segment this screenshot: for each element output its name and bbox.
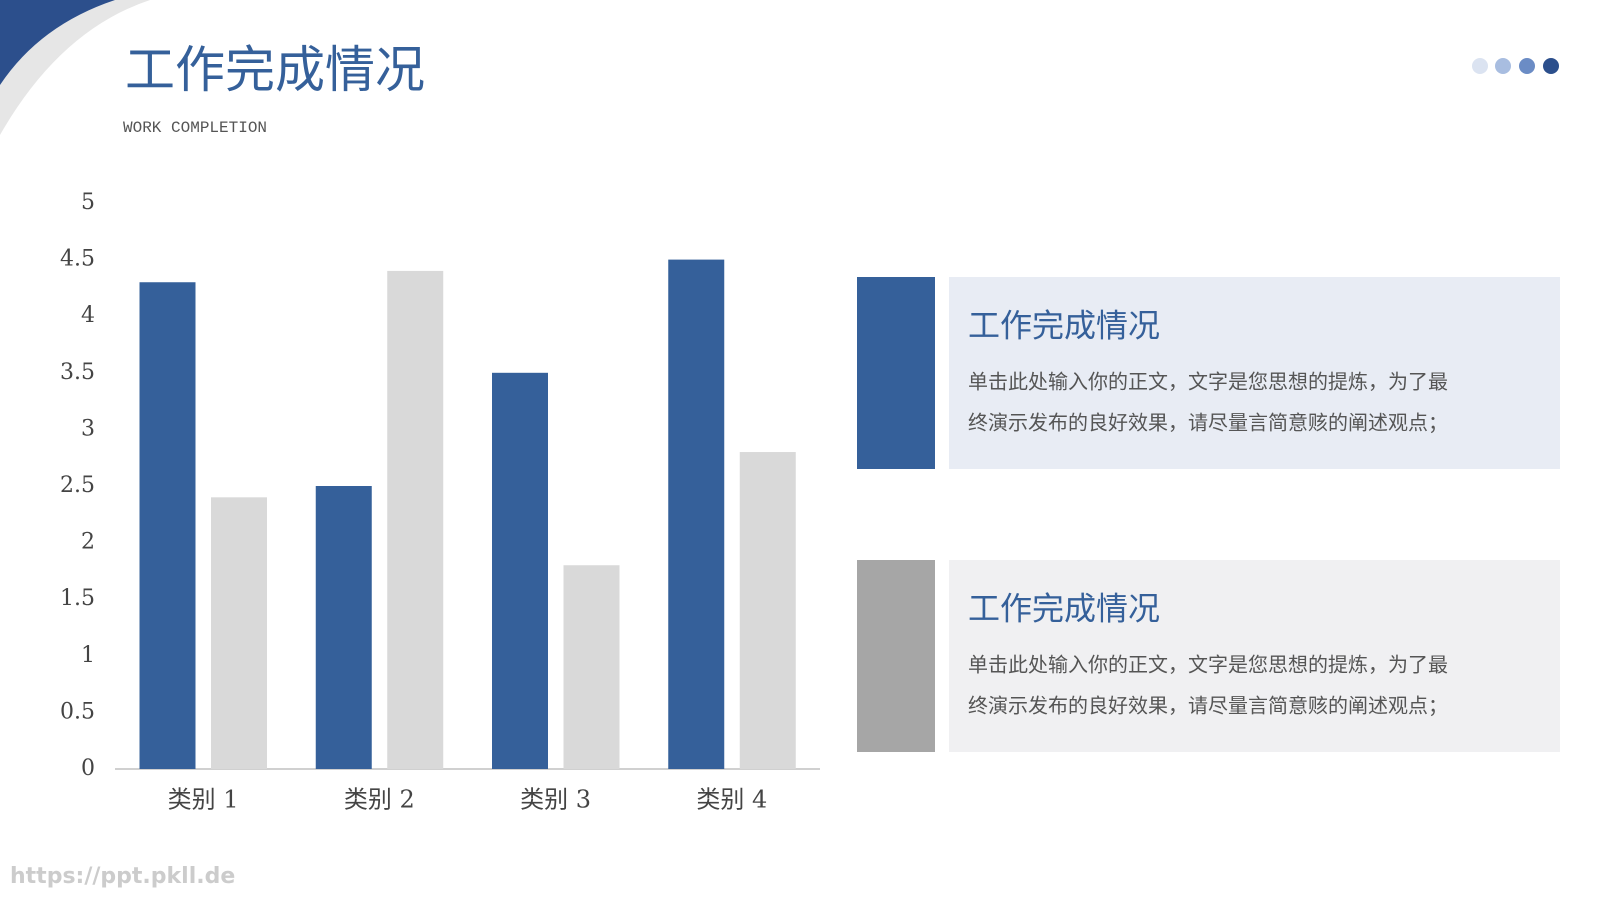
card-text: 单击此处输入你的正文，文字是您思想的提炼，为了最 [968,370,1448,394]
y-tick-label: 3 [81,416,95,441]
corner-decoration [0,0,115,85]
y-tick-label: 0.5 [60,699,95,724]
x-tick-label: 类别 1 [168,786,239,814]
bar [492,372,548,769]
y-tick-label: 1.5 [60,586,95,611]
dot [1519,58,1535,74]
slide-title: 工作完成情况 [125,41,425,99]
y-tick-label: 1 [81,643,95,668]
y-tick-label: 4.5 [60,247,95,272]
watermark: https://ppt.pkll.de [10,864,235,889]
bar [387,270,444,769]
card-panel [949,277,1560,469]
card-title: 工作完成情况 [968,307,1160,345]
x-tick-label: 类别 3 [520,786,591,814]
bar [668,259,725,769]
dot [1495,58,1511,74]
card-text: 单击此处输入你的正文，文字是您思想的提炼，为了最 [968,653,1448,677]
bar [139,282,196,769]
dot [1543,58,1559,74]
y-tick-label: 4 [81,303,95,328]
y-tick-label: 5 [81,190,95,215]
slide-subtitle: WORK COMPLETION [123,119,267,137]
y-tick-label: 2.5 [60,473,95,498]
y-tick-label: 2 [81,530,95,555]
bar [211,497,267,769]
y-tick-label: 3.5 [60,360,95,385]
bar [563,565,620,769]
y-tick-label: 0 [81,756,95,781]
card-accent [857,277,935,469]
dot [1472,58,1488,74]
card-text: 终演示发布的良好效果，请尽量言简意赅的阐述观点； [968,694,1448,718]
x-tick-label: 类别 2 [344,786,415,814]
card-text: 终演示发布的良好效果，请尽量言简意赅的阐述观点； [968,411,1448,435]
card-title: 工作完成情况 [968,590,1160,628]
card-accent [857,560,935,752]
x-tick-label: 类别 4 [696,786,767,814]
bar [739,452,796,769]
card-panel [949,560,1560,752]
bar [315,486,372,769]
